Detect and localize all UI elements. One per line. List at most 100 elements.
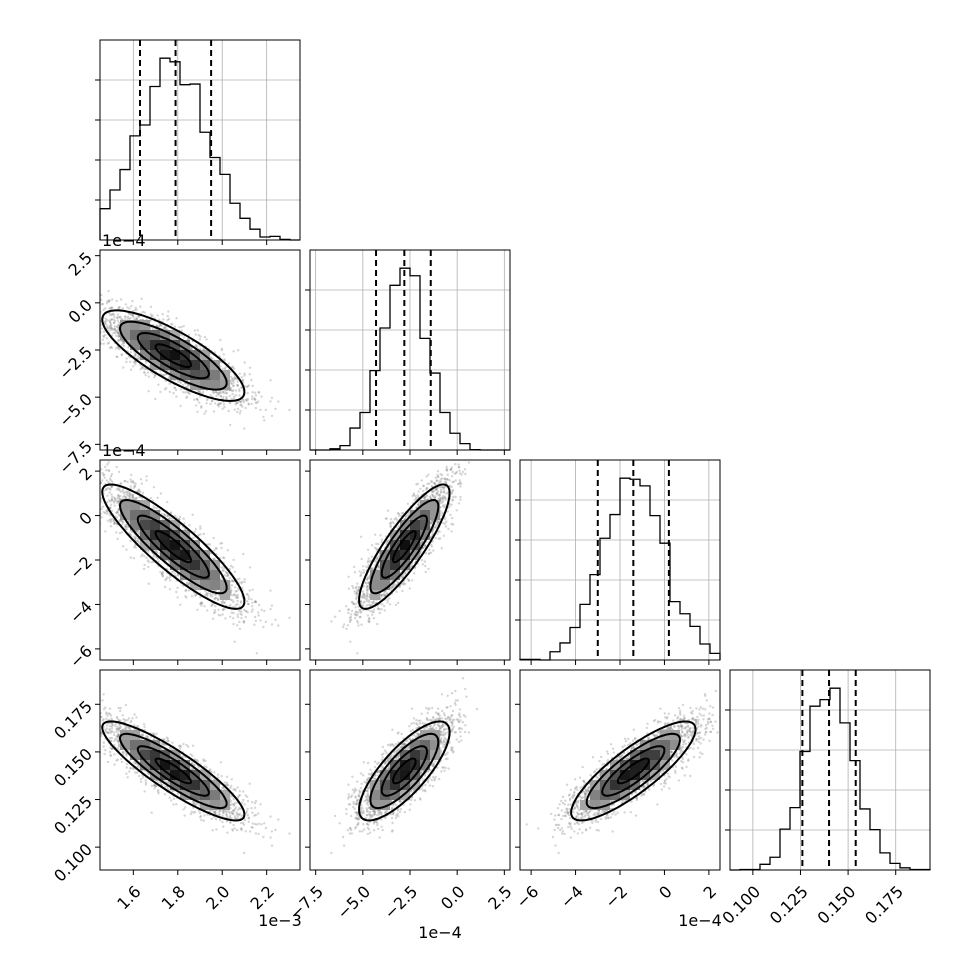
sample-point: [205, 402, 208, 405]
sample-point: [127, 520, 131, 523]
sample-point: [165, 328, 168, 331]
sample-point: [129, 313, 132, 316]
sample-point: [246, 392, 249, 395]
sample-point: [132, 557, 135, 560]
sample-point: [132, 486, 136, 489]
panel-frame: [99, 39, 301, 241]
sample-point: [223, 556, 226, 560]
sample-point: [260, 395, 263, 398]
sample-point: [220, 347, 224, 350]
sample-point: [209, 593, 212, 596]
sample-point: [129, 351, 132, 354]
sample-point: [232, 617, 235, 620]
sample-point: [243, 427, 246, 430]
sample-point: [180, 329, 183, 332]
sample-point: [141, 553, 144, 556]
sample-point: [120, 519, 124, 523]
sample-point: [220, 600, 223, 604]
sample-point: [93, 499, 95, 501]
sample-point: [214, 596, 218, 599]
sample-point: [88, 494, 90, 496]
sample-point: [66, 304, 68, 306]
sample-point: [217, 405, 221, 408]
sample-point: [164, 578, 167, 582]
sample-point: [162, 373, 165, 377]
sample-point: [243, 361, 246, 364]
sample-point: [133, 497, 136, 501]
sample-point: [185, 395, 189, 398]
panel-frame: [729, 669, 931, 871]
sample-point: [217, 392, 220, 395]
sample-point: [102, 473, 106, 476]
sample-point: [94, 324, 96, 326]
sample-point: [230, 377, 234, 381]
sample-point: [232, 622, 235, 626]
sample-point: [194, 344, 198, 347]
sample-point: [110, 485, 114, 488]
sample-point: [236, 410, 239, 414]
sample-point: [111, 480, 114, 483]
sample-point: [234, 403, 237, 406]
density-cell: [160, 350, 170, 360]
sample-point: [130, 480, 133, 483]
sample-point: [242, 608, 246, 611]
sample-point: [223, 607, 226, 611]
sample-point: [112, 318, 116, 321]
sample-point: [270, 604, 274, 607]
sample-point: [253, 391, 257, 394]
sample-point: [128, 495, 131, 498]
sample-point: [132, 316, 135, 319]
sample-point: [244, 609, 247, 613]
sample-point: [141, 310, 145, 314]
sample-point: [222, 567, 226, 570]
sample-point: [156, 496, 159, 499]
sample-point: [234, 603, 238, 606]
sample-point: [195, 343, 198, 347]
sample-point: [162, 318, 165, 321]
sample-point: [146, 559, 150, 562]
sample-point: [187, 333, 191, 337]
sample-point: [175, 317, 178, 320]
sample-point: [129, 533, 133, 537]
sample-point: [262, 415, 265, 419]
sample-point: [85, 508, 87, 510]
sample-point: [194, 333, 197, 336]
sample-point: [212, 391, 215, 395]
sample-point: [211, 399, 214, 402]
sample-point: [205, 593, 209, 596]
sample-point: [238, 372, 241, 375]
sample-point: [155, 550, 158, 554]
sample-point: [213, 549, 216, 552]
sample-point: [109, 525, 113, 528]
sample-point: [95, 315, 97, 317]
density-cell: [190, 360, 200, 370]
sample-point: [157, 383, 160, 386]
sample-point: [205, 398, 209, 402]
sample-point: [205, 591, 208, 595]
sample-point: [245, 398, 248, 401]
sample-point: [121, 523, 124, 526]
sample-point: [175, 590, 178, 594]
sample-point: [246, 399, 249, 402]
sample-point: [251, 588, 254, 591]
density-cell: [150, 350, 160, 360]
sample-point: [185, 581, 189, 584]
sample-point: [86, 485, 88, 487]
sample-point: [205, 338, 208, 341]
sample-point: [240, 613, 243, 616]
sample-point: [141, 367, 144, 370]
sample-point: [131, 496, 134, 499]
sample-point: [101, 338, 105, 341]
sample-point: [163, 585, 167, 589]
sample-point: [117, 495, 121, 498]
sample-point: [110, 327, 114, 330]
sample-point: [142, 371, 146, 374]
sample-point: [95, 299, 97, 301]
sample-point: [199, 335, 202, 338]
sample-point: [180, 388, 183, 391]
sample-point: [152, 505, 155, 508]
sample-point: [109, 325, 113, 328]
sample-point: [269, 400, 272, 403]
sample-point: [119, 298, 123, 301]
sample-point: [184, 595, 187, 598]
